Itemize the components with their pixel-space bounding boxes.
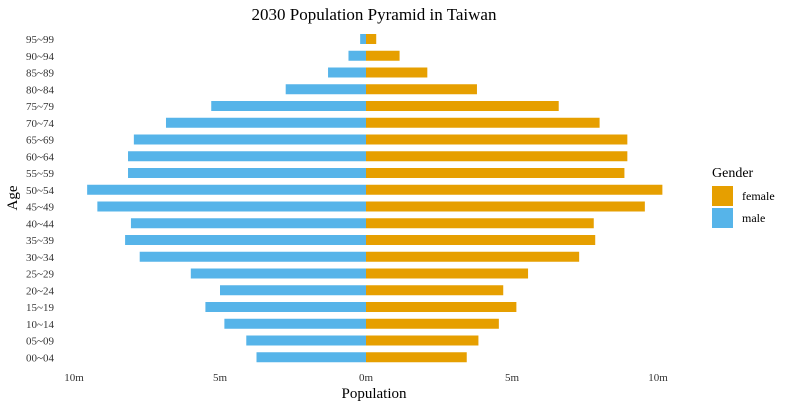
bar-female-05~09: [366, 335, 479, 346]
bar-male-20~24: [220, 285, 366, 296]
y-tick-label: 85~89: [26, 68, 54, 80]
y-tick-label: 50~54: [26, 185, 54, 197]
bar-male-85~89: [328, 67, 366, 78]
bar-female-85~89: [366, 67, 428, 78]
bar-female-90~94: [366, 50, 400, 61]
legend-title: Gender: [712, 166, 754, 181]
bar-female-65~69: [366, 134, 628, 145]
legend-label-male: male: [742, 211, 765, 225]
x-tick-label: 10m: [648, 372, 668, 384]
y-tick-label: 40~44: [26, 218, 54, 230]
bar-female-40~44: [366, 218, 594, 229]
bar-female-60~64: [366, 151, 628, 162]
bar-male-05~09: [246, 335, 366, 346]
bar-female-15~19: [366, 302, 517, 312]
bar-male-65~69: [133, 134, 366, 145]
y-tick-label: 80~84: [26, 84, 54, 96]
bar-male-90~94: [348, 50, 366, 61]
y-axis-ticks: 00~04 05~09 10~14 15~19 20~24 25~29 30~34 35~39…: [26, 34, 54, 364]
bar-male-80~84: [285, 84, 366, 95]
y-tick-label: 45~49: [26, 202, 54, 214]
bar-male-00~04: [256, 352, 366, 363]
y-tick-label: 65~69: [26, 135, 54, 147]
bar-female-95~99: [366, 34, 377, 44]
y-tick-label: 35~39: [26, 235, 54, 247]
bar-female-20~24: [366, 285, 504, 296]
y-tick-label: 10~14: [26, 319, 54, 331]
legend: Gender female male: [712, 166, 775, 228]
bar-female-80~84: [366, 84, 477, 95]
bar-male-50~54: [87, 184, 366, 195]
bar-male-45~49: [97, 201, 367, 212]
y-tick-label: 75~79: [26, 101, 54, 113]
bar-female-70~74: [366, 117, 600, 128]
x-axis-title: Population: [341, 386, 407, 402]
bar-male-75~79: [211, 101, 366, 111]
x-tick-label: 5m: [505, 372, 520, 384]
bar-female-75~79: [366, 101, 559, 111]
bar-female-55~59: [366, 168, 625, 178]
bar-male-15~19: [205, 302, 366, 312]
y-tick-label: 15~19: [26, 302, 54, 314]
x-tick-label: 0m: [359, 372, 374, 384]
bar-female-50~54: [366, 184, 663, 195]
y-tick-label: 90~94: [26, 51, 54, 63]
bar-male-30~34: [139, 251, 366, 262]
x-tick-label: 5m: [213, 372, 228, 384]
legend-swatch-female: [712, 186, 733, 206]
y-axis-title: Age: [5, 185, 21, 210]
legend-swatch-male: [712, 208, 733, 228]
y-tick-label: 70~74: [26, 118, 54, 130]
y-tick-label: 30~34: [26, 252, 54, 264]
bar-male-35~39: [125, 235, 366, 245]
y-tick-label: 20~24: [26, 285, 54, 297]
bar-male-70~74: [165, 117, 366, 128]
bars-layer: [87, 34, 663, 363]
x-tick-label: 10m: [64, 372, 84, 384]
bar-female-00~04: [366, 352, 467, 363]
legend-items: female male: [712, 186, 775, 228]
x-axis-ticks: 10m 5m 0m 5m 10m: [64, 372, 668, 384]
bar-male-55~59: [128, 168, 366, 178]
bar-male-60~64: [128, 151, 366, 162]
y-tick-label: 25~29: [26, 269, 54, 281]
bar-female-35~39: [366, 235, 596, 245]
bar-male-95~99: [360, 34, 366, 44]
y-tick-label: 95~99: [26, 34, 54, 46]
y-tick-label: 05~09: [26, 336, 54, 348]
bar-female-10~14: [366, 318, 499, 329]
y-tick-label: 60~64: [26, 151, 54, 163]
chart-title: 2030 Population Pyramid in Taiwan: [252, 5, 497, 24]
bar-male-10~14: [224, 318, 366, 329]
bar-male-40~44: [130, 218, 366, 229]
bar-female-25~29: [366, 268, 529, 279]
bar-female-45~49: [366, 201, 645, 212]
bar-male-25~29: [190, 268, 366, 279]
legend-label-female: female: [742, 189, 775, 203]
y-tick-label: 55~59: [26, 168, 54, 180]
y-tick-label: 00~04: [26, 352, 54, 364]
bar-female-30~34: [366, 251, 580, 262]
